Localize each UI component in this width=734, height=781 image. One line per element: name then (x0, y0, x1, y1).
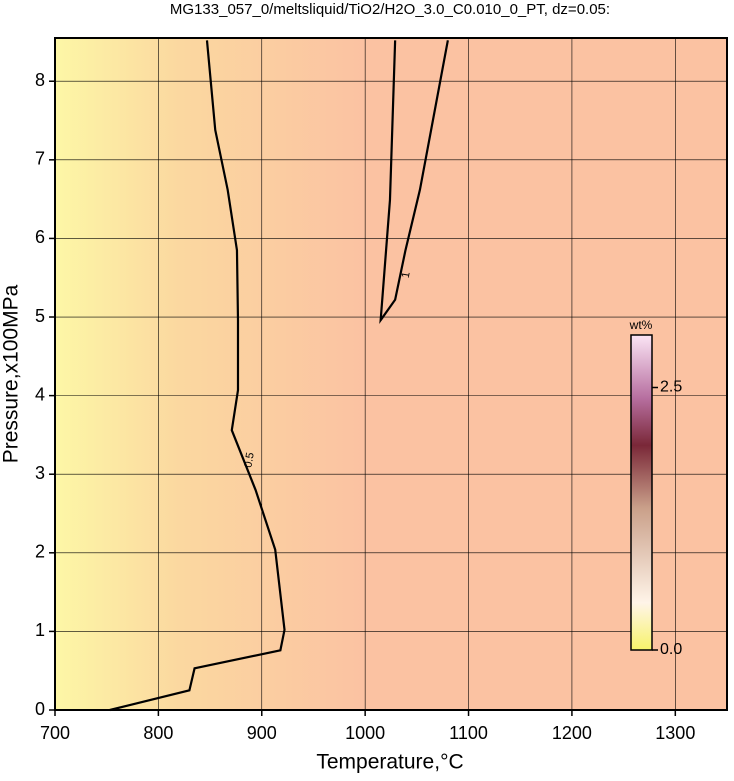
chart-title: MG133_057_0/meltsliquid/TiO2/H2O_3.0_C0.… (170, 1, 610, 18)
plot-background (55, 38, 365, 710)
x-tick-label: 1100 (449, 723, 488, 743)
plot-background (365, 38, 727, 710)
y-tick-label: 6 (35, 227, 45, 247)
x-tick-label: 1000 (345, 723, 385, 743)
plot-frame (54, 37, 728, 711)
colorbar (630, 334, 653, 651)
x-axis-label: Temperature,°C (316, 751, 463, 774)
y-tick-label: 0 (35, 699, 45, 719)
y-tick-label: 8 (35, 70, 45, 90)
contour-label: 1 (400, 271, 413, 279)
x-tick-label: 1200 (552, 723, 592, 743)
y-axis-label: Pressure,x100MPa (0, 284, 23, 463)
y-tick-label: 2 (35, 542, 45, 562)
y-tick-label: 3 (35, 463, 45, 483)
y-tick-label: 4 (35, 384, 45, 404)
colorbar-tick-label: 2.5 (660, 379, 682, 396)
y-tick-label: 1 (35, 620, 45, 640)
x-tick-label: 900 (247, 723, 277, 743)
colorbar-label: wt% (629, 318, 653, 332)
contour-label: 0.5 (242, 451, 256, 468)
contour-line (379, 40, 449, 325)
y-tick-label: 5 (35, 306, 45, 326)
x-tick-label: 700 (40, 723, 70, 743)
x-tick-label: 800 (143, 723, 173, 743)
colorbar-tick-label: 0.0 (660, 641, 682, 658)
x-tick-label: 1300 (655, 723, 695, 743)
contour-line (109, 40, 286, 712)
y-tick-label: 7 (35, 149, 45, 169)
